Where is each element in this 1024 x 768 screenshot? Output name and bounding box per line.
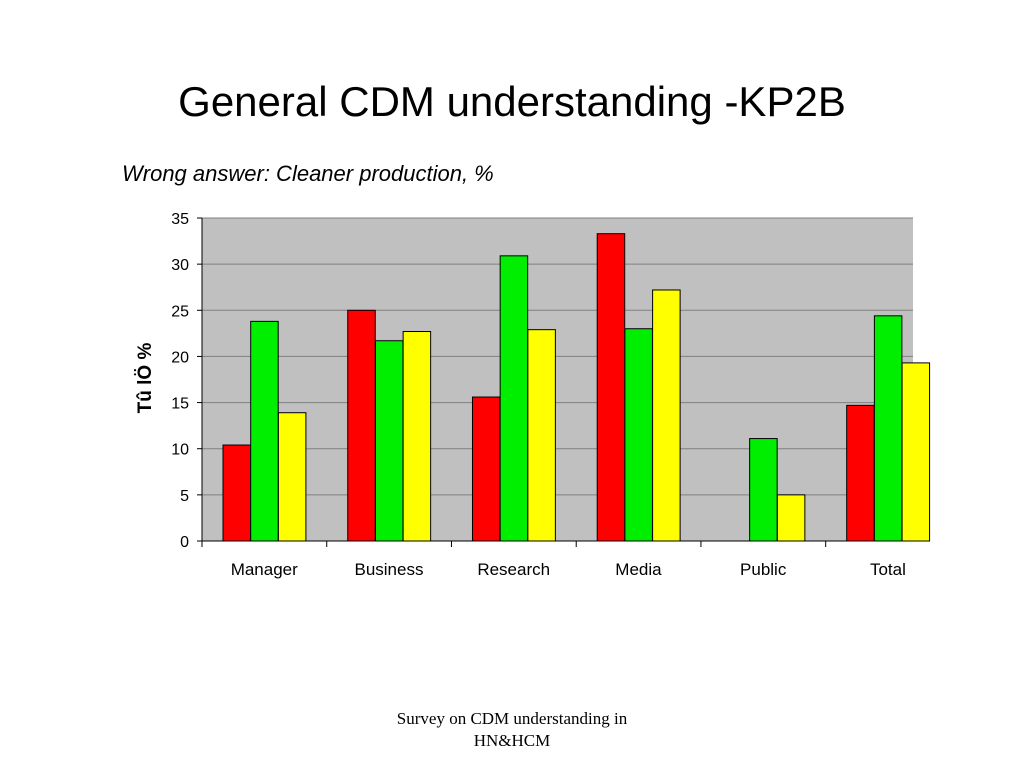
x-tick-label: Public bbox=[740, 560, 787, 579]
x-tick-label: Research bbox=[477, 560, 550, 579]
bar bbox=[652, 289, 681, 542]
x-axis: Manager Business Research Media Public Total bbox=[201, 540, 913, 579]
y-axis: 0 5 10 15 20 25 30 35 bbox=[171, 211, 203, 551]
bar bbox=[347, 309, 376, 542]
footer-line-2: HN&HCM bbox=[473, 731, 551, 750]
y-tick-label: 20 bbox=[171, 349, 189, 366]
slide-title: General CDM understanding -KP2B bbox=[178, 78, 846, 125]
bars bbox=[222, 233, 931, 542]
chart-title: Wrong answer: Cleaner production, % bbox=[122, 161, 494, 186]
y-tick-label: 15 bbox=[171, 396, 189, 413]
y-tick-label: 25 bbox=[171, 303, 189, 320]
slide-footer: Survey on CDM understanding in HN&HCM bbox=[312, 708, 712, 752]
footer-line-1: Survey on CDM understanding in bbox=[396, 709, 628, 728]
x-tick-label: Total bbox=[870, 560, 906, 579]
bar bbox=[749, 438, 778, 542]
bar bbox=[901, 362, 931, 542]
bar bbox=[277, 412, 307, 542]
bar bbox=[402, 331, 432, 542]
y-tick-label: 35 bbox=[171, 211, 189, 228]
x-tick-label: Business bbox=[354, 560, 423, 579]
plot-area bbox=[202, 217, 913, 541]
plot-background bbox=[202, 218, 913, 541]
bar bbox=[499, 255, 529, 542]
bar bbox=[846, 404, 875, 542]
x-tick-label: Media bbox=[615, 560, 662, 579]
y-tick-label: 0 bbox=[180, 534, 189, 551]
bar bbox=[624, 328, 653, 542]
bar bbox=[873, 315, 903, 542]
bar bbox=[776, 494, 806, 542]
bar bbox=[471, 396, 501, 542]
bar bbox=[374, 340, 404, 542]
bar bbox=[222, 444, 251, 542]
x-tick-label: Manager bbox=[231, 560, 298, 579]
y-axis-label: Tû lÖ % bbox=[135, 343, 156, 414]
y-tick-label: 30 bbox=[171, 257, 189, 274]
bar bbox=[596, 233, 626, 542]
bar bbox=[250, 320, 279, 542]
y-tick-label: 10 bbox=[171, 442, 189, 459]
y-tick-label: 5 bbox=[180, 488, 189, 505]
bar bbox=[527, 329, 556, 542]
